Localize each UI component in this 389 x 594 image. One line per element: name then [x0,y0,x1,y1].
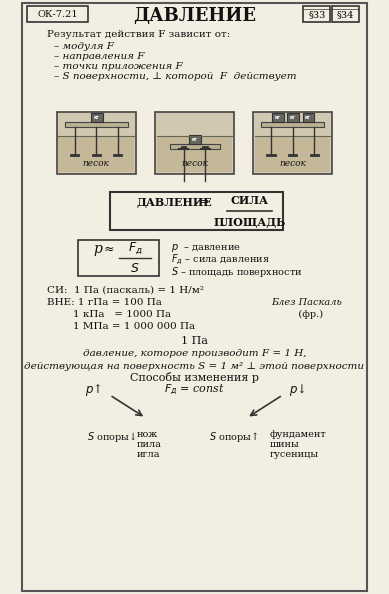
Text: $S$ опоры↑: $S$ опоры↑ [209,430,258,444]
Text: $p$↓: $p$↓ [289,382,305,398]
Text: 1 кПа   = 1000 Па: 1 кПа = 1000 Па [47,310,171,319]
Text: – модуля F: – модуля F [54,42,114,51]
Text: ОК-7.21: ОК-7.21 [37,10,78,19]
Text: действующая на поверхность S = 1 м² ⊥ этой поверхности: действующая на поверхность S = 1 м² ⊥ эт… [25,362,364,371]
Text: давление, которое производит F = 1 Н,: давление, которое производит F = 1 Н, [83,349,306,358]
Text: – точки приложения F: – точки приложения F [54,62,183,71]
Text: игла: игла [137,450,160,459]
Bar [78,240,159,276]
Text: (фр.): (фр.) [289,310,323,319]
Text: $p$  – давление: $p$ – давление [171,242,241,254]
Text: p: p [93,242,102,256]
Bar [110,192,283,230]
Text: Способы изменения p: Способы изменения p [130,372,259,383]
Text: $S$ – площадь поверхности: $S$ – площадь поверхности [171,265,303,279]
Text: СИ:  1 Па (паскаль) = 1 Н/м²: СИ: 1 Па (паскаль) = 1 Н/м² [47,286,204,295]
Text: гусеницы: гусеницы [270,450,319,459]
Text: ВНЕ: 1 гПа = 100 Па: ВНЕ: 1 гПа = 100 Па [47,298,161,307]
Text: фундамент: фундамент [270,430,327,439]
Text: пила: пила [137,440,162,449]
Text: нож: нож [137,430,158,439]
Bar [189,135,201,144]
Text: $F_{д}$ = const: $F_{д}$ = const [164,383,225,397]
Text: §33: §33 [308,10,326,19]
Text: ≈: ≈ [103,242,114,255]
Text: ДАВЛЕНИЕ: ДАВЛЕНИЕ [137,197,212,207]
Text: Результат действия F зависит от:: Результат действия F зависит от: [47,30,230,39]
Text: $F_{д}$ – сила давления: $F_{д}$ – сила давления [171,253,270,267]
Bar [272,113,284,122]
Bar [27,6,88,22]
Bar [91,113,103,122]
Bar [303,6,331,22]
Text: кг: кг [191,137,197,142]
Text: ДАВЛЕНИЕ: ДАВЛЕНИЕ [133,7,256,25]
Text: $S$ опоры↓: $S$ опоры↓ [87,430,137,444]
Text: 1 Па: 1 Па [181,336,208,346]
Bar [253,112,332,174]
Text: $S$: $S$ [130,263,140,276]
Bar [56,112,136,174]
Text: СИЛА: СИЛА [230,194,268,206]
Bar [155,112,234,174]
Bar [303,113,314,122]
Bar [332,6,359,22]
Text: Блез Паскаль: Блез Паскаль [271,298,342,307]
Text: кг: кг [290,115,296,120]
Text: песок: песок [83,160,110,169]
Bar [261,122,324,127]
Text: кг: кг [275,115,280,120]
Text: =: = [200,197,209,207]
Text: кг: кг [305,115,311,120]
Bar [65,122,128,127]
Text: кг: кг [93,115,99,120]
Bar [58,136,134,172]
Text: песок: песок [279,160,306,169]
Text: песок: песок [181,160,208,169]
Text: – S поверхности, ⊥ которой  F  действует: – S поверхности, ⊥ которой F действует [54,72,296,81]
Text: $F_{д}$: $F_{д}$ [128,240,142,256]
Text: шины: шины [270,440,300,449]
Text: ПЛОЩАДЬ: ПЛОЩАДЬ [213,216,286,228]
Text: $p$↑: $p$↑ [85,382,102,398]
Bar [157,136,232,172]
Text: – направления F: – направления F [54,52,144,61]
Bar [255,136,331,172]
Bar [287,113,299,122]
Bar [170,144,220,149]
Text: §34: §34 [337,10,354,19]
Text: 1 МПа = 1 000 000 Па: 1 МПа = 1 000 000 Па [47,322,195,331]
